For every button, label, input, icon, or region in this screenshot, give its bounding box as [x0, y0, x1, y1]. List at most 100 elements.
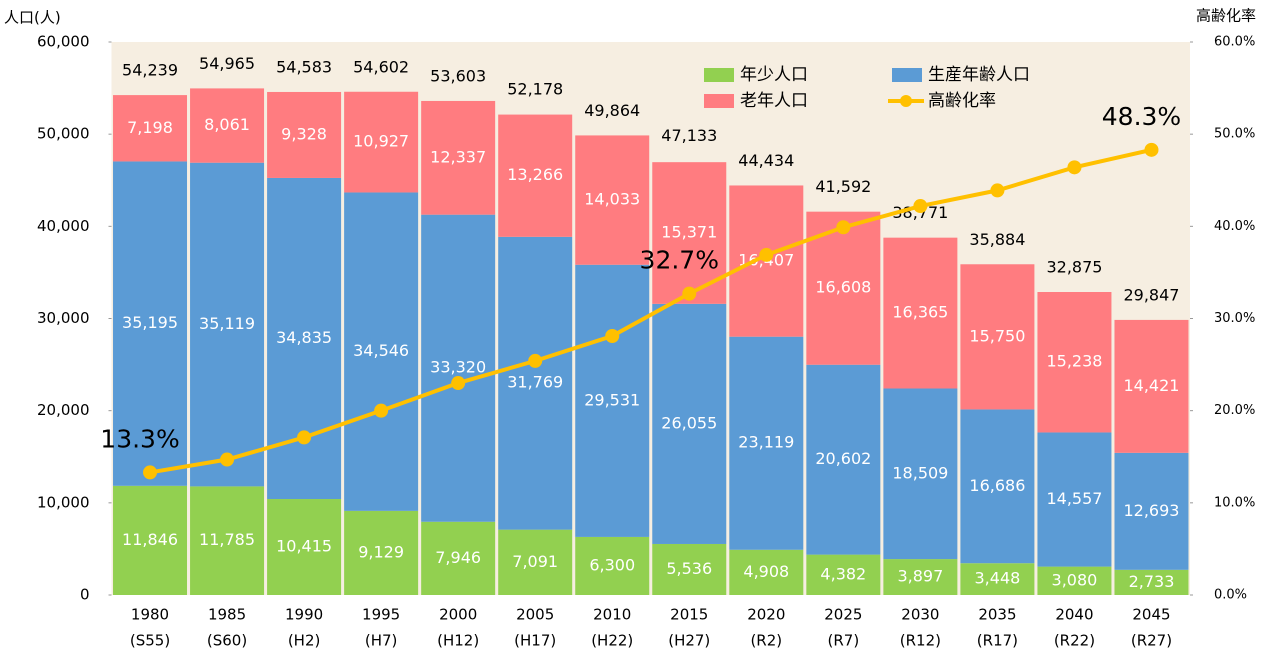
bar-segment — [498, 114, 573, 237]
bar-segment — [1114, 569, 1189, 595]
total-label: 47,133 — [661, 126, 717, 145]
bar-segment — [421, 521, 496, 595]
x-tick-sublabel: (R27) — [1131, 632, 1172, 650]
x-tick-sublabel: (R22) — [1054, 632, 1095, 650]
y2-tick-label: 40.0% — [1214, 219, 1255, 234]
total-label: 54,602 — [353, 57, 409, 76]
segment-label: 20,602 — [815, 449, 871, 468]
y-tick-label: 60,000 — [37, 33, 90, 51]
x-tick-label: 1990 — [285, 606, 323, 624]
legend-swatch — [704, 94, 734, 108]
bar-segment — [421, 100, 496, 215]
total-label: 54,239 — [122, 61, 178, 80]
x-tick-sublabel: (S60) — [207, 632, 247, 650]
bar-segment — [421, 214, 496, 522]
y-tick-label: 40,000 — [37, 217, 90, 235]
bar-segment — [267, 499, 342, 595]
x-tick-label: 2010 — [593, 606, 631, 624]
segment-label: 35,195 — [122, 313, 178, 332]
bar-segment — [344, 192, 419, 511]
x-tick-label: 1980 — [131, 606, 169, 624]
legend-label: 生産年齢人口 — [928, 65, 1030, 85]
bar-segment — [806, 364, 881, 555]
total-label: 29,847 — [1123, 285, 1179, 304]
segment-label: 31,769 — [507, 373, 563, 392]
y-tick-label: 50,000 — [37, 125, 90, 143]
bar-segment — [960, 264, 1035, 410]
bar-segment — [1114, 319, 1189, 453]
x-tick-label: 1985 — [208, 606, 246, 624]
bar-segment — [883, 237, 958, 389]
bar-segment — [652, 303, 727, 544]
segment-label: 14,421 — [1123, 376, 1179, 395]
segment-label: 23,119 — [738, 433, 794, 452]
total-label: 35,884 — [969, 230, 1025, 249]
bar-segment — [806, 554, 881, 595]
bar-segment — [729, 336, 804, 550]
legend-marker — [900, 95, 912, 107]
segment-label: 2,733 — [1129, 572, 1175, 591]
total-label: 44,434 — [738, 151, 794, 170]
y2-tick-label: 0.0% — [1214, 588, 1247, 603]
bar-segment — [729, 549, 804, 595]
segment-label: 10,415 — [276, 537, 332, 556]
x-tick-label: 2030 — [901, 606, 939, 624]
segment-label: 18,509 — [892, 463, 948, 482]
bar-segment — [960, 409, 1035, 564]
segment-label: 4,382 — [820, 564, 866, 583]
x-tick-label: 2035 — [978, 606, 1016, 624]
bar-segment — [575, 536, 650, 595]
segment-label: 33,320 — [430, 358, 486, 377]
segment-label: 3,897 — [897, 567, 943, 586]
rate-point — [1067, 160, 1082, 175]
rate-point — [528, 353, 543, 368]
total-label: 49,864 — [584, 101, 640, 120]
segment-label: 34,546 — [353, 341, 409, 360]
rate-point — [220, 452, 235, 467]
x-tick-sublabel: (H7) — [365, 632, 398, 650]
rate-point — [913, 199, 928, 214]
total-label: 54,583 — [276, 57, 332, 76]
segment-label: 3,448 — [975, 569, 1021, 588]
total-label: 52,178 — [507, 80, 563, 99]
bar-segment — [113, 485, 188, 595]
segment-label: 7,091 — [512, 552, 558, 571]
legend-swatch — [892, 68, 922, 82]
segment-label: 26,055 — [661, 413, 717, 432]
bar-segment — [960, 563, 1035, 595]
segment-label: 15,371 — [661, 223, 717, 242]
segment-label: 4,908 — [743, 562, 789, 581]
rate-label: 13.3% — [100, 424, 179, 453]
total-label: 54,965 — [199, 54, 255, 73]
y2-tick-label: 10.0% — [1214, 495, 1255, 510]
total-label: 32,875 — [1046, 258, 1102, 277]
segment-label: 14,557 — [1046, 489, 1102, 508]
rate-label: 48.3% — [1102, 102, 1181, 131]
y-tick-label: 30,000 — [37, 309, 90, 327]
bar-segment — [267, 91, 342, 178]
x-tick-sublabel: (H17) — [514, 632, 556, 650]
y2-tick-label: 30.0% — [1214, 311, 1255, 326]
y2-tick-label: 20.0% — [1214, 403, 1255, 418]
x-tick-sublabel: (S55) — [130, 632, 170, 650]
legend-swatch — [704, 68, 734, 82]
segment-label: 7,198 — [127, 118, 173, 137]
bar-segment — [575, 264, 650, 537]
y-tick-label: 10,000 — [37, 493, 90, 511]
segment-label: 5,536 — [666, 559, 712, 578]
rate-point — [836, 220, 851, 235]
legend-label: 高齢化率 — [928, 91, 996, 111]
bar-segment — [344, 510, 419, 595]
segment-label: 16,608 — [815, 278, 871, 297]
y2-axis-title: 高齢化率 — [1196, 7, 1256, 25]
segment-label: 35,119 — [199, 314, 255, 333]
x-tick-sublabel: (R2) — [750, 632, 782, 650]
rate-point — [990, 183, 1005, 198]
x-tick-sublabel: (R12) — [900, 632, 941, 650]
y2-tick-label: 60.0% — [1214, 35, 1255, 50]
segment-label: 15,238 — [1046, 352, 1102, 371]
y-axis-title: 人口(人) — [4, 9, 61, 27]
segment-label: 6,300 — [589, 555, 635, 574]
segment-label: 7,946 — [435, 548, 481, 567]
segment-label: 16,686 — [969, 476, 1025, 495]
